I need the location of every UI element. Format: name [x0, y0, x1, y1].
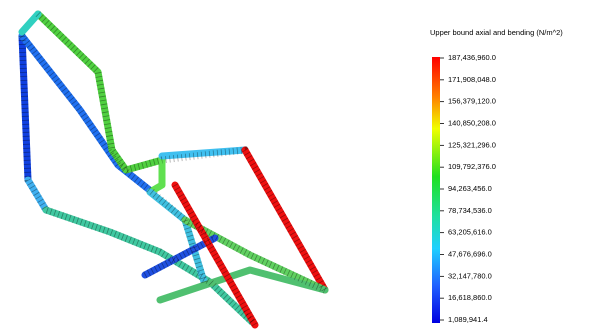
color-bar: [432, 57, 440, 323]
beam-segments: [171, 183, 259, 327]
beam: [146, 154, 166, 196]
legend-label: 109,792,376.0: [448, 162, 496, 171]
legend-label: 140,850,208.0: [448, 118, 496, 127]
beam: [34, 10, 166, 174]
legend-label: 156,379,120.0: [448, 97, 496, 106]
beam: [171, 181, 259, 329]
beam: [24, 176, 50, 214]
legend-label: 47,676,696.0: [448, 249, 492, 258]
legend-label: 125,321,296.0: [448, 140, 496, 149]
legend-label: 1,089,941.4: [448, 315, 488, 324]
legend-label: 32,147,780.0: [448, 271, 492, 280]
beam: [156, 266, 329, 304]
beam: [241, 146, 329, 294]
legend-title: Upper bound axial and bending (N/m^2): [430, 28, 563, 37]
legend-label: 187,436,960.0: [448, 53, 496, 62]
beam: [18, 10, 42, 36]
beam: [181, 216, 329, 294]
beam-segments: [183, 216, 327, 294]
beam: [42, 206, 256, 326]
beam: [158, 146, 249, 160]
beam-segments: [18, 35, 255, 325]
legend-label: 16,618,860.0: [448, 293, 492, 302]
frame-model: [18, 10, 329, 329]
legend-label: 171,908,048.0: [448, 75, 496, 84]
beam-segments: [35, 11, 329, 292]
beam: [18, 32, 156, 196]
beam: [18, 32, 32, 184]
beam: [141, 234, 219, 279]
legend-label: 63,205,616.0: [448, 228, 492, 237]
legend-label: 94,263,456.0: [448, 184, 492, 193]
legend-label: 78,734,536.0: [448, 206, 492, 215]
